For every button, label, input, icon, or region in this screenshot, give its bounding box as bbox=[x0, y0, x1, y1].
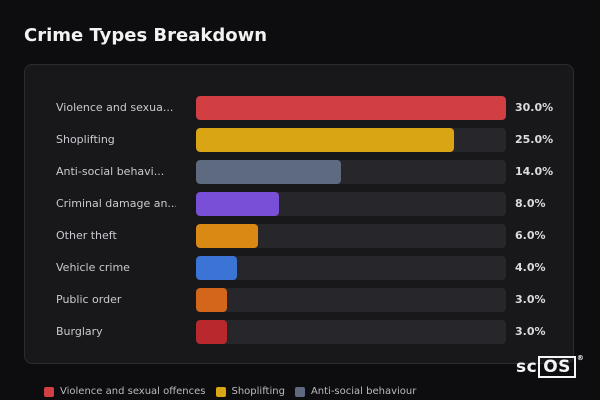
bar-row: Public order 3.0% bbox=[25, 288, 575, 312]
chart-card: Violence and sexua... 30.0% Shoplifting 25.… bbox=[24, 64, 574, 364]
legend-label: Anti-social behaviour bbox=[310, 386, 417, 397]
value-label: 30.0% bbox=[515, 101, 554, 114]
bar-track bbox=[196, 96, 506, 120]
value-label: 25.0% bbox=[515, 133, 554, 146]
bar-track bbox=[196, 160, 506, 184]
bar[interactable] bbox=[196, 256, 237, 280]
bar[interactable] bbox=[196, 320, 227, 344]
bar[interactable] bbox=[196, 192, 279, 216]
bar-row: Shoplifting 25.0% bbox=[25, 128, 575, 152]
bar-track bbox=[196, 320, 506, 344]
value-label: 4.0% bbox=[515, 261, 546, 274]
legend: Violence and sexual offences Shoplifting A… bbox=[44, 386, 416, 397]
category-label: Vehicle crime bbox=[56, 261, 130, 274]
legend-swatch bbox=[44, 386, 54, 397]
logo-registered-mark: ® bbox=[576, 354, 585, 362]
category-label: Shoplifting bbox=[56, 133, 115, 146]
bar[interactable] bbox=[196, 288, 227, 312]
bar-track bbox=[196, 192, 506, 216]
bar-row: Other theft 6.0% bbox=[25, 224, 575, 248]
category-label: Criminal damage an... bbox=[56, 197, 176, 210]
value-label: 3.0% bbox=[515, 325, 546, 338]
bar[interactable] bbox=[196, 96, 506, 120]
legend-item[interactable]: Anti-social behaviour bbox=[294, 386, 417, 397]
bar-row: Criminal damage an... 8.0% bbox=[25, 192, 575, 216]
legend-item[interactable]: Violence and sexual offences bbox=[44, 386, 206, 397]
logo-text-sc: sc bbox=[516, 357, 538, 377]
logo-text-os: OS bbox=[538, 356, 576, 378]
bar-row: Violence and sexua... 30.0% bbox=[25, 96, 575, 120]
value-label: 14.0% bbox=[515, 165, 554, 178]
category-label: Burglary bbox=[56, 325, 103, 338]
bar[interactable] bbox=[196, 160, 341, 184]
bar-row: Anti-social behavi... 14.0% bbox=[25, 160, 575, 184]
bar-row: Burglary 3.0% bbox=[25, 320, 575, 344]
bar[interactable] bbox=[196, 224, 258, 248]
bar-track bbox=[196, 128, 506, 152]
bar-track bbox=[196, 256, 506, 280]
bar-row: Vehicle crime 4.0% bbox=[25, 256, 575, 280]
bar-track bbox=[196, 224, 506, 248]
value-label: 8.0% bbox=[515, 197, 546, 210]
category-label: Anti-social behavi... bbox=[56, 165, 165, 178]
legend-label: Violence and sexual offences bbox=[60, 386, 206, 397]
value-label: 6.0% bbox=[515, 229, 546, 242]
scos-logo: sc OS ® bbox=[516, 354, 585, 378]
chart-title: Crime Types Breakdown bbox=[24, 25, 268, 46]
legend-swatch bbox=[294, 386, 305, 397]
category-label: Other theft bbox=[56, 229, 117, 242]
category-label: Public order bbox=[56, 293, 122, 306]
value-label: 3.0% bbox=[515, 293, 546, 306]
legend-label: Shoplifting bbox=[231, 386, 285, 397]
bar[interactable] bbox=[196, 128, 454, 152]
legend-swatch bbox=[215, 386, 226, 397]
legend-item[interactable]: Shoplifting bbox=[215, 386, 285, 397]
bar-track bbox=[196, 288, 506, 312]
category-label: Violence and sexua... bbox=[56, 101, 174, 114]
